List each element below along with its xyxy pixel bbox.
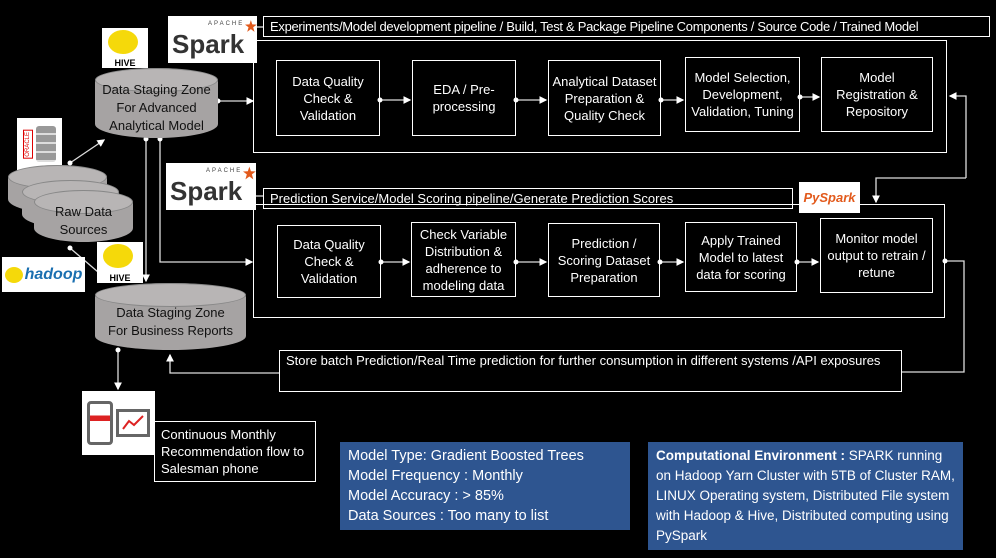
spark-logo-small-text: APACHE (208, 20, 245, 27)
environment-text: SPARK running on Hadoop Yarn Cluster wit… (656, 448, 955, 543)
model-info-panel: Model Type: Gradient Boosted Trees Model… (340, 442, 630, 530)
spark-star-icon (245, 20, 257, 32)
scoring-pipeline-title: Prediction Service/Model Scoring pipelin… (263, 188, 793, 209)
spark-logo: APACHE Spark (168, 16, 257, 63)
presentation-chart-icon (116, 409, 150, 437)
spark-logo-text: Spark (170, 175, 243, 206)
hive-logo-text: HIVE (114, 58, 136, 68)
raw-data-sources-label: Raw Data Sources (54, 204, 113, 237)
model-frequency: Model Frequency : Monthly (348, 468, 523, 484)
train-step-eda: EDA / Pre-processing (412, 60, 516, 136)
hadoop-logo: hadoop (2, 257, 85, 292)
score-step-data-quality: Data Quality Check & Validation (277, 225, 381, 298)
environment-heading: Computational Environment : (656, 448, 845, 463)
pyspark-logo: PySpark (799, 182, 860, 213)
mobile-dashboard-icon (82, 391, 155, 455)
phone-icon (87, 401, 113, 445)
train-step-model-registration: Model Registration & Repository (821, 57, 933, 132)
spark-logo-text: Spark (172, 28, 245, 59)
staging-zone-reports: Data Staging Zone For Business Reports (95, 283, 246, 350)
hive-logo-text: HIVE (109, 273, 131, 283)
hive-logo: HIVE (102, 28, 148, 68)
hive-bee-icon (103, 244, 133, 268)
score-step-check-distribution: Check Variable Distribution & adherence … (411, 222, 516, 297)
hadoop-logo-text: hadoop (24, 265, 83, 283)
oracle-database-icon: ORACLE (17, 118, 62, 170)
raw-data-sources: Raw Data Sources (34, 190, 133, 242)
database-icon (36, 126, 56, 162)
staging-zone-advanced: Data Staging Zone For Advanced Analytica… (95, 68, 218, 138)
score-step-monitor: Monitor model output to retrain / retune (820, 218, 933, 293)
train-step-dataset-prep: Analytical Dataset Preparation & Quality… (548, 60, 661, 136)
model-accuracy: Model Accuracy : > 85% (348, 488, 504, 504)
environment-panel: Computational Environment : SPARK runnin… (648, 442, 963, 550)
training-pipeline-frame (253, 40, 947, 153)
spark-logo-small-text: APACHE (206, 167, 243, 174)
data-sources: Data Sources : Too many to list (348, 508, 549, 524)
model-type: Model Type: Gradient Boosted Trees (348, 448, 584, 464)
scoring-pipeline-frame (253, 204, 945, 318)
oracle-logo-text: ORACLE (23, 129, 33, 159)
hive-logo: HIVE (97, 242, 143, 283)
score-step-dataset-prep: Prediction / Scoring Dataset Preparation (548, 223, 660, 297)
training-pipeline-title: Experiments/Model development pipeline /… (263, 16, 990, 37)
spark-logo: APACHE Spark (166, 163, 256, 210)
score-step-apply-model: Apply Trained Model to latest data for s… (685, 222, 797, 292)
train-step-data-quality: Data Quality Check & Validation (276, 60, 380, 136)
spark-star-icon (243, 166, 256, 180)
hadoop-elephant-icon (4, 266, 23, 283)
staging-zone-advanced-label: Data Staging Zone For Advanced Analytica… (102, 82, 211, 133)
store-batch-prediction: Store batch Prediction/Real Time predict… (279, 350, 902, 392)
recommendation-flow: Continuous Monthly Recommendation flow t… (154, 421, 316, 482)
pyspark-logo-text: PySpark (803, 190, 856, 205)
train-step-model-selection: Model Selection, Development, Validation… (685, 57, 800, 132)
staging-zone-reports-label: Data Staging Zone For Business Reports (108, 304, 233, 338)
hive-bee-icon (108, 30, 138, 54)
